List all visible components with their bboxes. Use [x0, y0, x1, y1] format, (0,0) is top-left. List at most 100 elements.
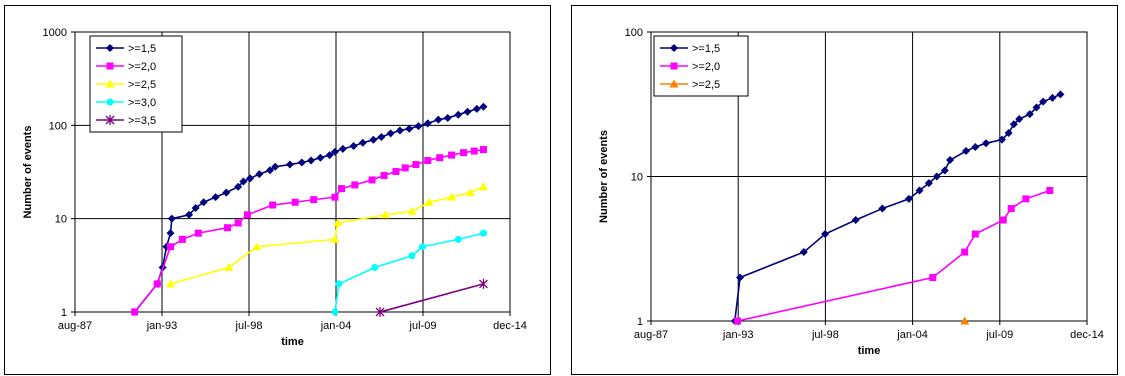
left-series-1-point — [412, 161, 420, 169]
right-series-0-point — [1032, 103, 1041, 112]
right-series-0-point — [799, 248, 808, 257]
left-series-0-point — [307, 156, 316, 165]
left-legend-swatch-marker — [106, 44, 114, 52]
left-series-0-point — [297, 158, 306, 167]
right-legend-label: >=1,5 — [692, 43, 720, 55]
left-series-1-point — [392, 168, 400, 176]
left-series-3 — [331, 229, 487, 316]
left-legend-swatch-marker — [105, 79, 115, 88]
right-series-0-point — [1009, 120, 1018, 129]
left-series-1-point — [380, 172, 388, 180]
left-series-0-point — [211, 193, 220, 202]
left-series-0-point — [316, 153, 325, 162]
left-series-1-point — [291, 198, 299, 206]
right-series-1-point — [733, 317, 741, 325]
right-series-0-point — [997, 135, 1006, 144]
left-series-2-point — [447, 192, 457, 201]
right-series-0-point — [821, 230, 830, 239]
right-series-0-point — [1004, 129, 1013, 138]
left-series-4-line — [379, 283, 484, 313]
right-y-axis-title: Number of events — [598, 130, 610, 223]
left-series-2-point — [333, 218, 343, 227]
left-series-0-point — [271, 162, 280, 171]
left-legend-swatch-marker — [105, 115, 115, 125]
right-series-0-point — [940, 166, 949, 175]
left-series-1-point — [436, 154, 444, 162]
chart-right: aug-87 jan-93 jul-98 jan-04 jul-09 dec-14 1 10 1… — [571, 5, 1118, 375]
right-series-1-point — [961, 248, 969, 256]
left-series-4-point — [375, 307, 385, 317]
left-series-1-point — [243, 211, 251, 219]
left-series-3-point — [479, 229, 487, 237]
left-series-0-point — [405, 124, 414, 133]
right-series-0-point — [736, 273, 745, 282]
left-series-1-point — [424, 156, 432, 164]
left-series-1-point — [331, 193, 339, 201]
left-series-0-point — [479, 102, 488, 111]
right-series-1 — [733, 187, 1054, 325]
left-x-tick-label: jan-93 — [146, 320, 178, 332]
right-legend-label: >=2,0 — [692, 61, 720, 73]
left-series-1-point — [448, 151, 456, 159]
left-series-1-point — [470, 147, 478, 155]
left-series-0-point — [472, 104, 481, 113]
left-series-2-point — [224, 262, 234, 271]
left-y-tick-label: 1000 — [43, 27, 67, 39]
right-series-0-point — [1056, 90, 1065, 99]
right-series-0-point — [981, 139, 990, 148]
right-series-0 — [730, 90, 1065, 325]
left-series-1-point — [194, 229, 202, 237]
left-x-tick-label: jul-09 — [409, 320, 437, 332]
left-series-0-point — [434, 115, 443, 124]
left-series-4 — [375, 278, 488, 317]
right-legend-swatch-marker — [669, 79, 679, 88]
left-legend-label: >=2,0 — [128, 61, 156, 73]
left-series-3-point — [418, 243, 426, 251]
right-series-1-point — [971, 230, 979, 238]
left-y-tick-label: 1 — [61, 307, 67, 319]
left-series-1-point — [269, 201, 277, 209]
right-x-tick-label: jul-98 — [811, 329, 839, 341]
right-series-0-point — [932, 172, 941, 181]
left-series-0-point — [265, 166, 274, 175]
right-x-tick-label: jan-93 — [722, 329, 754, 341]
right-x-tick-label: aug-87 — [634, 329, 668, 341]
left-series-0-point — [222, 188, 231, 197]
left-series-2-point — [252, 242, 262, 251]
right-legend-swatch-marker — [670, 62, 678, 70]
left-x-tick-label: dec-14 — [493, 320, 527, 332]
right-series-0-point — [878, 204, 887, 213]
left-series-2-point — [166, 279, 176, 288]
left-series-3-point — [331, 308, 339, 316]
left-series-2-point — [478, 182, 488, 191]
left-series-2-point — [407, 206, 417, 215]
left-series-0-point — [246, 174, 255, 183]
left-series-1-point — [460, 149, 468, 157]
right-series-1-point — [929, 274, 937, 282]
right-series-0-point — [924, 179, 933, 188]
left-series-2-point — [330, 234, 340, 243]
chart-left: aug-87 jan-93 jul-98 jan-04 jul-09 dec-14 1 10 1… — [4, 5, 551, 375]
left-series-1 — [131, 146, 487, 316]
left-series-1-point — [401, 164, 409, 172]
right-series-1-point — [1046, 187, 1054, 195]
left-y-tick-label: 10 — [55, 214, 67, 226]
right-legend-swatch-marker — [670, 44, 678, 52]
left-series-3-point — [335, 280, 343, 288]
right-series-0-point — [1025, 110, 1034, 119]
right-y-tick-label: 1 — [637, 316, 643, 328]
left-legend-swatch-marker — [106, 98, 114, 106]
left-series-0-point — [377, 132, 386, 141]
left-series-2-point — [465, 188, 475, 197]
left-series-0-point — [166, 229, 175, 238]
right-x-tick-label: jul-09 — [985, 329, 1013, 341]
left-series-1-point — [167, 243, 175, 251]
chart-left-svg: aug-87 jan-93 jul-98 jan-04 jul-09 dec-14 1 10 1… — [22, 27, 527, 348]
right-x-axis-title: time — [858, 345, 881, 357]
left-x-axis-title: time — [281, 336, 304, 348]
left-series-0-point — [191, 204, 200, 213]
right-series-0-point — [904, 194, 913, 203]
left-legend-label: >=1,5 — [128, 43, 156, 55]
left-series-0-point — [338, 144, 347, 153]
left-series-1-point — [234, 219, 242, 227]
